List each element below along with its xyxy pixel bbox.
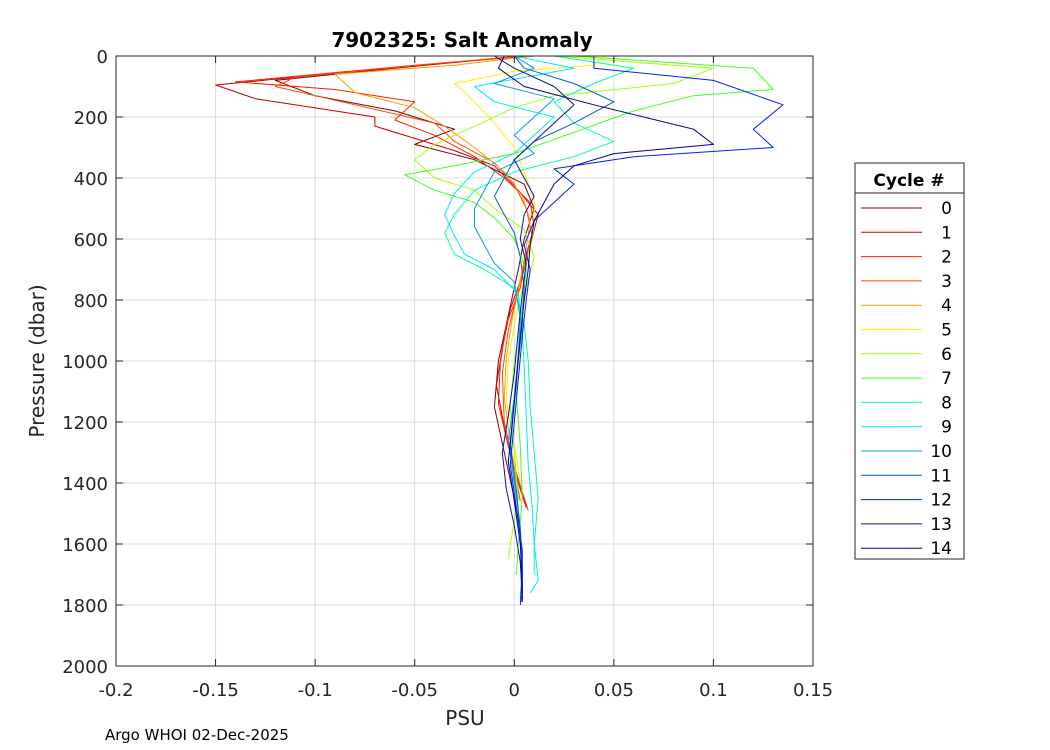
legend-label-cycle-3: 3: [941, 272, 952, 292]
ticks: [115, 55, 814, 667]
y-tick-label: 200: [74, 108, 108, 129]
series-layer: [215, 55, 784, 606]
series-line-cycle-5: [454, 55, 605, 484]
x-tick-label: 0.05: [594, 680, 634, 701]
x-tick-label: -0.1: [298, 680, 333, 701]
series-line-cycle-2: [235, 55, 535, 511]
x-tick-label: 0.15: [793, 680, 833, 701]
x-axis-label: PSU: [445, 706, 484, 730]
series-line-cycle-10: [474, 55, 555, 599]
x-tick-label: 0: [509, 680, 520, 701]
legend-title: Cycle #: [873, 171, 944, 191]
legend-label-cycle-10: 10: [930, 442, 952, 462]
legend-label-cycle-14: 14: [930, 539, 952, 559]
y-tick-label: 1400: [62, 474, 108, 495]
series-line-cycle-4: [334, 55, 535, 490]
legend-label-cycle-5: 5: [941, 321, 952, 341]
y-axis-label: Pressure (dbar): [25, 284, 49, 437]
y-tick-label: 800: [74, 291, 108, 312]
legend-box: [854, 162, 965, 560]
legend-label-cycle-8: 8: [941, 393, 952, 413]
y-tick-label: 1000: [62, 352, 108, 373]
y-tick-label: 1600: [62, 535, 108, 556]
series-line-cycle-0: [274, 55, 535, 529]
series-line-cycle-12: [509, 56, 784, 606]
series-line-cycle-9: [444, 55, 575, 594]
x-tick-label: -0.15: [192, 680, 239, 701]
legend-label-cycle-2: 2: [941, 248, 952, 268]
y-tick-label: 1200: [62, 413, 108, 434]
y-tick-label: 0: [97, 47, 108, 68]
legend-label-cycle-7: 7: [941, 369, 952, 389]
series-line-cycle-13: [494, 55, 575, 599]
y-tick-label: 1800: [62, 596, 108, 617]
legend-label-cycle-4: 4: [941, 296, 952, 316]
y-tick-label: 400: [74, 169, 108, 190]
footer-credit: Argo WHOI 02-Dec-2025: [105, 726, 289, 744]
y-tick-label: 600: [74, 230, 108, 251]
legend-label-cycle-11: 11: [930, 466, 952, 486]
x-tick-label: 0.1: [699, 680, 728, 701]
series-line-cycle-7: [404, 55, 774, 575]
series-line-cycle-8: [444, 55, 635, 575]
x-tick-label: -0.2: [98, 680, 133, 701]
y-tick-label: 2000: [62, 657, 108, 678]
series-line-cycle-3: [274, 55, 533, 502]
chart-title: 7902325: Salt Anomaly: [331, 28, 592, 52]
legend-label-cycle-1: 1: [941, 223, 952, 243]
legend-label-cycle-9: 9: [941, 418, 952, 438]
legend-label-cycle-12: 12: [930, 491, 952, 511]
legend-label-cycle-0: 0: [941, 199, 952, 219]
legend-label-cycle-13: 13: [930, 515, 952, 535]
series-line-cycle-11: [493, 55, 615, 603]
x-tick-labels: -0.2 -0.15 -0.1 -0.05 0 0.05 0.1 0.15: [98, 680, 833, 701]
series-line-cycle-14: [497, 55, 714, 602]
y-tick-labels: 0 200 400 600 800 1000 1200 1400 1600 1800 2000: [62, 47, 108, 678]
legend-label-cycle-6: 6: [941, 345, 952, 365]
x-tick-label: -0.05: [391, 680, 438, 701]
